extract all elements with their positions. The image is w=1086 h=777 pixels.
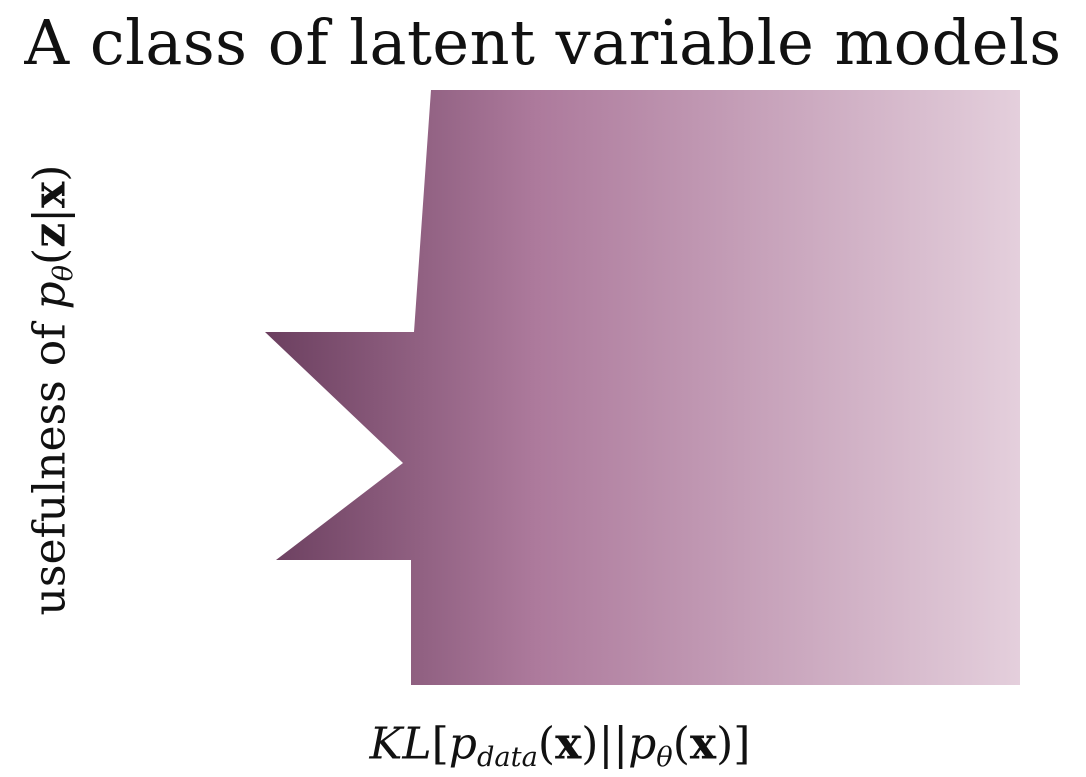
x-label-close1: ) <box>581 718 599 770</box>
x-label-close2: ) <box>716 718 734 770</box>
x-label-kl: KL <box>369 718 432 770</box>
x-label-rbracket: ] <box>733 718 751 770</box>
x-label-p-data: p <box>448 718 477 770</box>
x-label-open1: ( <box>537 718 556 770</box>
x-label-open2: ( <box>672 718 690 770</box>
x-label-x1: x <box>555 718 582 770</box>
x-axis-label: KL[pdata(x)||pθ(x)] <box>369 718 751 774</box>
x-label-x2: x <box>689 718 717 770</box>
page-title: A class of latent variable models <box>24 6 1062 79</box>
x-label-p-theta: p <box>628 718 657 770</box>
x-label-sub-data: data <box>476 742 538 774</box>
x-label-sub-theta: θ <box>656 742 673 774</box>
latent-variable-model-region <box>265 90 1020 685</box>
x-label-lbracket: [ <box>431 718 449 770</box>
x-label-separator: || <box>598 718 629 770</box>
